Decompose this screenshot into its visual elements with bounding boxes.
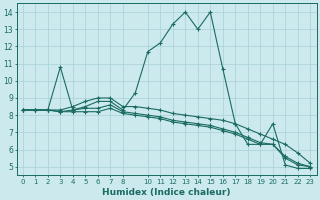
X-axis label: Humidex (Indice chaleur): Humidex (Indice chaleur) bbox=[102, 188, 231, 197]
